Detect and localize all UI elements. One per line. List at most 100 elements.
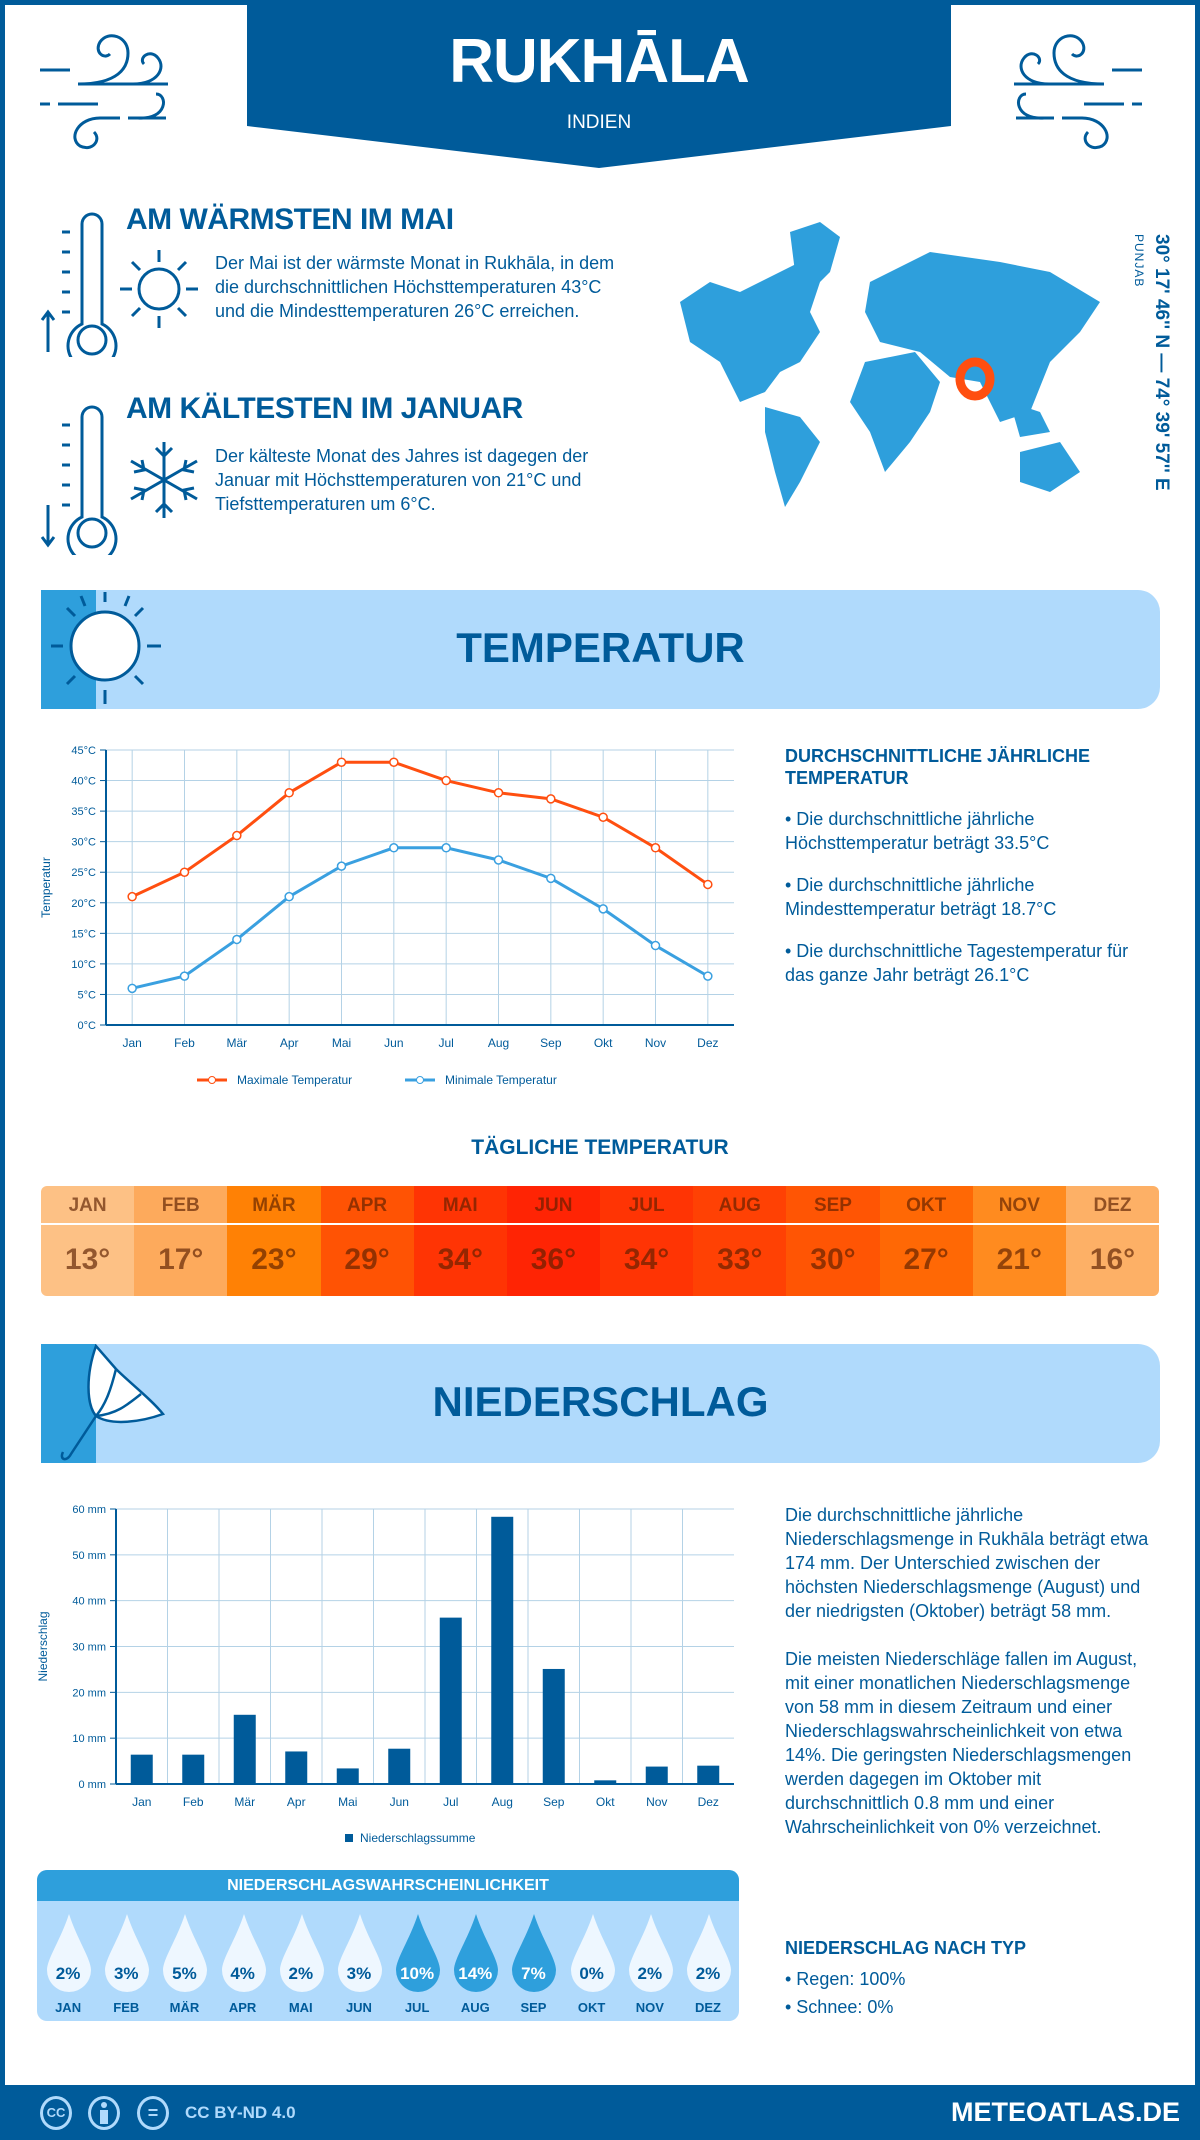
daily-cell-apr: APR 29°	[320, 1186, 414, 1296]
bar-jun	[388, 1748, 411, 1784]
y-tick-label: 50 mm	[72, 1550, 106, 1562]
daily-value: 23°	[251, 1243, 297, 1276]
data-point	[546, 873, 556, 884]
y-axis-label: Niederschlag	[36, 1611, 50, 1681]
drop-feb: 3% FEB	[97, 1901, 155, 2021]
drop-value: 3%	[346, 1964, 372, 1983]
data-point	[703, 879, 713, 890]
legend-swatch	[345, 1834, 353, 1842]
data-point	[179, 867, 190, 877]
daily-value: 34°	[437, 1243, 483, 1276]
bar-jan	[130, 1754, 153, 1784]
bar-mär	[233, 1714, 256, 1784]
drop-mär: 5% MÄR	[155, 1901, 213, 2021]
thermometer-down-icon	[40, 405, 118, 555]
license-label: CC BY-ND 4.0	[185, 2103, 296, 2122]
y-tick-label: 0°C	[78, 1020, 97, 1032]
bar-aug	[491, 1516, 514, 1784]
x-tick-label: Feb	[174, 1036, 195, 1050]
summary-bullet: • Die durchschnittliche Tagestemperatur …	[785, 941, 1129, 985]
x-tick-label: Okt	[596, 1795, 615, 1809]
x-tick-label: Nov	[645, 1036, 666, 1050]
x-tick-label: Jun	[384, 1036, 403, 1050]
precipitation-chart: 0 mm 10 mm 20 mm 30 mm 40 mm 50 mm 60 mm Jan Feb…	[36, 1504, 734, 1845]
daily-month: DEZ	[1065, 1186, 1159, 1225]
data-point	[493, 855, 504, 865]
data-point	[650, 940, 661, 951]
banner-strip	[41, 1344, 96, 1463]
daily-month: SEP	[786, 1186, 880, 1225]
y-tick-label: 15°C	[71, 928, 96, 940]
data-point	[284, 788, 294, 798]
raindrop-icon	[512, 1914, 557, 1992]
daily-month: AUG	[693, 1186, 787, 1225]
precipitation-title: NIEDERSCHLAG	[432, 1378, 769, 1425]
precipitation-banner: NIEDERSCHLAG	[41, 1344, 1160, 1463]
x-tick-label: Mär	[234, 1795, 255, 1809]
drop-month: FEB	[113, 2000, 140, 2015]
daily-month: JAN	[41, 1186, 135, 1225]
warmest-heading: AM WÄRMSTEN IM MAI	[126, 203, 454, 236]
daily-month: MAI	[413, 1186, 507, 1225]
data-point	[389, 757, 399, 767]
data-point	[703, 971, 713, 981]
drop-apr: 4% APR	[214, 1901, 272, 2021]
drop-value: 2%	[637, 1964, 663, 1983]
x-tick-label: Jan	[132, 1795, 151, 1809]
legend-marker	[208, 1076, 216, 1084]
precip-paragraph: Die durchschnittliche jährliche Niedersc…	[785, 1505, 1149, 1621]
x-tick-label: Jan	[122, 1036, 141, 1050]
drop-aug: 14% AUG	[446, 1901, 504, 2021]
daily-value: 29°	[344, 1243, 390, 1276]
precip-type: NIEDERSCHLAG NACH TYP • Regen: 100% • Sc…	[785, 1937, 1160, 2021]
daily-value: 21°	[996, 1243, 1042, 1276]
series-line-max	[131, 760, 709, 899]
daily-cell-mai: MAI 34°	[413, 1186, 507, 1296]
bar-sep	[542, 1668, 565, 1784]
y-tick-label: 30°C	[71, 837, 96, 849]
data-point	[232, 934, 242, 945]
raindrop-icon	[105, 1914, 150, 1992]
drop-nov: 2% NOV	[621, 1901, 679, 2021]
region-label: PUNJAB	[1132, 234, 1146, 288]
drop-month: JUL	[404, 2000, 430, 2015]
temperature-summary: DURCHSCHNITTLICHE JÄHRLICHE TEMPERATUR •…	[785, 745, 1155, 987]
probability-title: NIEDERSCHLAGSWAHRSCHEINLICHKEIT	[37, 1870, 739, 1901]
y-tick-label: 60 mm	[72, 1504, 106, 1516]
daily-month: FEB	[134, 1186, 228, 1225]
temperature-banner: TEMPERATUR	[41, 590, 1160, 709]
raindrop-icon	[337, 1914, 382, 1992]
drop-month: DEZ	[694, 2000, 721, 2015]
x-tick-label: Aug	[492, 1795, 513, 1809]
y-tick-label: 30 mm	[72, 1642, 106, 1654]
drop-month: APR	[228, 2000, 257, 2015]
daily-month: MÄR	[227, 1186, 321, 1225]
drop-month: JUN	[345, 2000, 372, 2015]
x-tick-label: Sep	[540, 1036, 562, 1050]
daily-cell-nov: NOV 21°	[972, 1186, 1066, 1296]
precip-paragraph: Die meisten Niederschläge fallen im Augu…	[785, 1649, 1138, 1837]
umbrella-icon	[60, 1344, 166, 1461]
brand-link[interactable]: METEOATLAS.DE	[951, 2097, 1180, 2127]
x-tick-label: Nov	[646, 1795, 667, 1809]
summary-bullet: • Die durchschnittliche jährliche Höchst…	[785, 809, 1050, 853]
bar-nov	[645, 1766, 668, 1784]
drop-month: MAI	[288, 2000, 313, 2015]
data-point	[441, 775, 451, 786]
daily-month: NOV	[972, 1186, 1066, 1225]
data-point	[389, 843, 399, 853]
data-point	[546, 794, 556, 804]
y-tick-label: 10 mm	[72, 1733, 106, 1745]
y-tick-label: 20 mm	[72, 1687, 106, 1699]
drop-dez: 2% DEZ	[679, 1901, 737, 2021]
legend-label: Niederschlagssumme	[360, 1831, 476, 1845]
y-tick-label: 0 mm	[79, 1779, 107, 1791]
data-point	[598, 904, 608, 914]
drop-value: 0%	[579, 1964, 604, 1983]
wind-icon-left	[40, 34, 168, 149]
drop-month: JAN	[55, 2000, 82, 2015]
x-tick-label: Jul	[443, 1795, 458, 1809]
nd-icon: =	[137, 2096, 169, 2130]
y-tick-label: 25°C	[71, 867, 96, 879]
x-tick-label: Sep	[543, 1795, 565, 1809]
